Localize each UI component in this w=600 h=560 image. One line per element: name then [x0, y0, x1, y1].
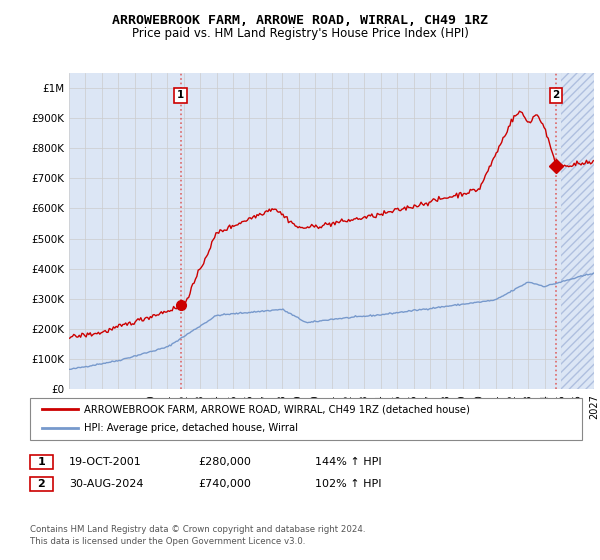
Text: 2: 2: [38, 479, 45, 489]
Text: £740,000: £740,000: [198, 479, 251, 489]
Text: ARROWEBROOK FARM, ARROWE ROAD, WIRRAL, CH49 1RZ (detached house): ARROWEBROOK FARM, ARROWE ROAD, WIRRAL, C…: [84, 404, 470, 414]
Text: HPI: Average price, detached house, Wirral: HPI: Average price, detached house, Wirr…: [84, 423, 298, 433]
Text: Price paid vs. HM Land Registry's House Price Index (HPI): Price paid vs. HM Land Registry's House …: [131, 27, 469, 40]
Text: ARROWEBROOK FARM, ARROWE ROAD, WIRRAL, CH49 1RZ: ARROWEBROOK FARM, ARROWE ROAD, WIRRAL, C…: [112, 14, 488, 27]
Text: 144% ↑ HPI: 144% ↑ HPI: [315, 457, 382, 467]
Text: £280,000: £280,000: [198, 457, 251, 467]
Text: 102% ↑ HPI: 102% ↑ HPI: [315, 479, 382, 489]
Text: 2: 2: [552, 90, 559, 100]
Text: 30-AUG-2024: 30-AUG-2024: [69, 479, 143, 489]
Text: 1: 1: [177, 90, 184, 100]
Text: Contains HM Land Registry data © Crown copyright and database right 2024.
This d: Contains HM Land Registry data © Crown c…: [30, 525, 365, 545]
Text: 19-OCT-2001: 19-OCT-2001: [69, 457, 142, 467]
Text: 1: 1: [38, 457, 45, 467]
